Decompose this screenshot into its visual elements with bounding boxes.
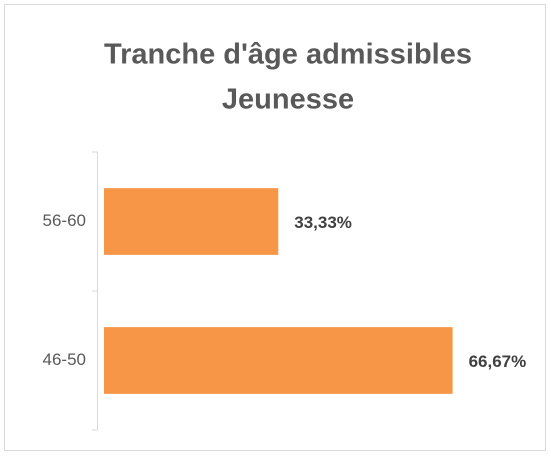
bar xyxy=(104,188,279,255)
chart-title: Tranche d'âge admissibles xyxy=(104,39,472,71)
bar xyxy=(104,327,453,394)
chart-title: Jeunesse xyxy=(222,84,354,116)
data-label: 33,33% xyxy=(294,213,352,232)
y-tick-label: 46-50 xyxy=(43,350,86,369)
data-label: 66,67% xyxy=(469,352,527,371)
y-tick-label: 56-60 xyxy=(43,211,86,230)
